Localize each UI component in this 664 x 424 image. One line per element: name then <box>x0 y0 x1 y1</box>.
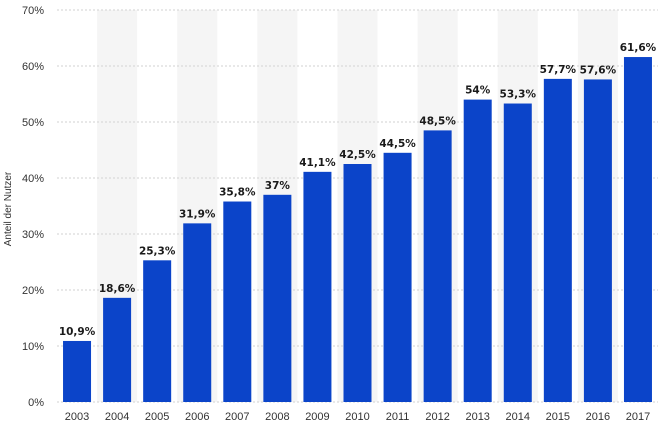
x-tick-label: 2015 <box>546 411 570 423</box>
data-label: 54% <box>465 85 491 97</box>
x-tick-label: 2005 <box>145 411 169 423</box>
data-label: 41,1% <box>299 157 336 169</box>
y-tick-label: 30% <box>22 229 44 241</box>
y-tick-label: 50% <box>22 117 44 129</box>
x-tick-label: 2004 <box>105 411 129 423</box>
data-label: 35,8% <box>219 187 256 199</box>
bar[interactable] <box>463 99 492 402</box>
data-label: 53,3% <box>500 89 537 101</box>
data-label: 31,9% <box>179 208 216 220</box>
data-label: 10,9% <box>59 326 96 338</box>
bar[interactable] <box>343 164 372 402</box>
x-tick-label: 2007 <box>225 411 249 423</box>
y-tick-label: 60% <box>22 61 44 73</box>
x-tick-label: 2017 <box>626 411 650 423</box>
bar[interactable] <box>263 194 292 402</box>
bar[interactable] <box>183 223 212 402</box>
data-label: 18,6% <box>99 283 136 295</box>
x-tick-label: 2003 <box>65 411 89 423</box>
bar[interactable] <box>623 57 652 402</box>
bar[interactable] <box>303 171 332 402</box>
data-labels: 10,9% 18,6% 25,3% 31,9%35,8% 37% 41,1%42,5%44… <box>59 42 657 338</box>
x-tick-label: 2014 <box>506 411 530 423</box>
bars <box>63 57 652 403</box>
x-tick-label: 2012 <box>425 411 449 423</box>
bar[interactable] <box>103 297 132 402</box>
x-tick-label: 2008 <box>265 411 289 423</box>
y-axis-ticks: 0% 10% 20% 30% 40% 50% 60% 70% <box>22 5 44 409</box>
x-tick-label: 2013 <box>465 411 489 423</box>
y-tick-label: 10% <box>22 341 44 353</box>
data-label: 44,5% <box>379 138 416 150</box>
x-tick-label: 2011 <box>386 411 410 423</box>
x-tick-label: 2006 <box>185 411 209 423</box>
bar[interactable] <box>63 340 92 402</box>
x-axis-ticks: 2003 2004 2005 2006 2007 2008 2009 2010 2011 2012… <box>65 411 650 423</box>
bar[interactable] <box>383 152 412 402</box>
y-tick-label: 20% <box>22 285 44 297</box>
data-label: 48,5% <box>419 115 456 127</box>
data-label: 25,3% <box>139 245 176 257</box>
x-tick-label: 2016 <box>586 411 610 423</box>
data-label: 42,5% <box>339 149 376 161</box>
y-tick-label: 40% <box>22 173 44 185</box>
y-axis-label: Anteil der Nutzer <box>3 171 14 246</box>
bar[interactable] <box>423 130 452 402</box>
data-label: 57,6% <box>580 64 617 76</box>
bar[interactable] <box>583 79 612 402</box>
y-tick-label: 70% <box>22 5 44 17</box>
y-tick-label: 0% <box>28 397 44 409</box>
data-label: 37% <box>265 180 291 192</box>
x-tick-label: 2010 <box>345 411 369 423</box>
bar[interactable] <box>223 201 252 402</box>
bar[interactable] <box>543 78 572 402</box>
data-label: 57,7% <box>540 64 577 76</box>
data-label: 61,6% <box>620 42 657 54</box>
x-tick-label: 2009 <box>305 411 329 423</box>
bar[interactable] <box>503 103 532 403</box>
bar[interactable] <box>143 260 172 402</box>
